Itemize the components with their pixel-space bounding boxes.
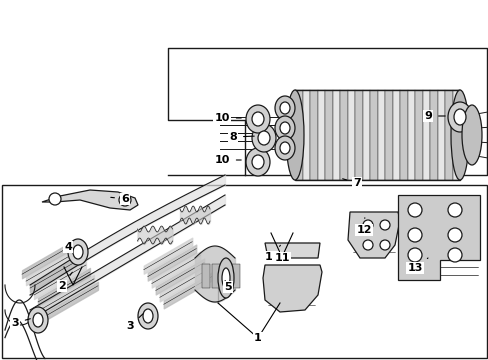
Bar — [414, 90, 422, 180]
Bar — [437, 90, 444, 180]
Circle shape — [49, 193, 61, 205]
Circle shape — [362, 240, 372, 250]
Polygon shape — [397, 195, 479, 280]
Text: 12: 12 — [356, 218, 371, 235]
Bar — [339, 90, 347, 180]
Ellipse shape — [251, 155, 264, 169]
Bar — [384, 90, 392, 180]
Text: 1: 1 — [254, 333, 262, 343]
Bar — [202, 264, 209, 288]
Bar — [354, 90, 362, 180]
Text: 1: 1 — [254, 333, 262, 343]
Ellipse shape — [251, 124, 275, 152]
Bar — [422, 90, 429, 180]
Bar — [377, 90, 384, 180]
Bar — [222, 264, 229, 288]
Circle shape — [379, 240, 389, 250]
Text: 2: 2 — [58, 272, 72, 291]
Circle shape — [407, 228, 421, 242]
Polygon shape — [263, 265, 321, 312]
Text: 5: 5 — [224, 280, 231, 292]
Ellipse shape — [245, 105, 269, 133]
Circle shape — [407, 203, 421, 217]
Ellipse shape — [280, 102, 289, 114]
Bar — [429, 90, 437, 180]
Text: 9: 9 — [423, 111, 444, 121]
Polygon shape — [347, 212, 399, 258]
Bar — [325, 90, 332, 180]
Bar — [317, 90, 325, 180]
Text: 3: 3 — [11, 318, 30, 328]
Text: 11: 11 — [264, 245, 280, 262]
Bar — [392, 90, 399, 180]
Circle shape — [407, 248, 421, 262]
Text: 8: 8 — [229, 132, 254, 142]
Ellipse shape — [73, 245, 83, 259]
Ellipse shape — [447, 102, 471, 132]
Bar — [399, 90, 407, 180]
Text: 11: 11 — [274, 253, 289, 263]
Circle shape — [447, 248, 461, 262]
Bar — [369, 90, 377, 180]
Text: 3: 3 — [126, 314, 142, 331]
Ellipse shape — [28, 307, 48, 333]
Ellipse shape — [280, 142, 289, 154]
Bar — [294, 90, 302, 180]
Text: 7: 7 — [342, 178, 360, 188]
Ellipse shape — [453, 109, 465, 125]
Circle shape — [379, 220, 389, 230]
Bar — [407, 90, 414, 180]
Bar — [347, 90, 354, 180]
Bar — [332, 90, 339, 180]
Ellipse shape — [138, 303, 158, 329]
Ellipse shape — [33, 313, 43, 327]
Bar — [212, 264, 220, 288]
Ellipse shape — [258, 131, 269, 145]
Text: 10: 10 — [214, 113, 241, 123]
Ellipse shape — [274, 96, 294, 120]
Bar — [231, 264, 240, 288]
Ellipse shape — [285, 90, 304, 180]
Text: 4: 4 — [64, 242, 73, 252]
Bar — [294, 90, 459, 180]
Ellipse shape — [218, 258, 234, 298]
Bar — [444, 90, 451, 180]
Circle shape — [447, 228, 461, 242]
Text: 6: 6 — [111, 194, 129, 204]
Polygon shape — [264, 243, 319, 258]
Ellipse shape — [274, 116, 294, 140]
Bar — [362, 90, 369, 180]
Circle shape — [447, 203, 461, 217]
Bar — [451, 90, 459, 180]
Ellipse shape — [450, 90, 468, 180]
Circle shape — [362, 220, 372, 230]
Ellipse shape — [461, 105, 481, 165]
Ellipse shape — [68, 239, 88, 265]
Ellipse shape — [274, 136, 294, 160]
Circle shape — [119, 194, 131, 206]
Ellipse shape — [142, 309, 153, 323]
Bar — [302, 90, 309, 180]
Text: 13: 13 — [407, 258, 427, 273]
Polygon shape — [42, 190, 138, 210]
Text: 2: 2 — [58, 281, 66, 291]
Ellipse shape — [222, 268, 229, 288]
Text: 10: 10 — [214, 155, 241, 165]
Bar — [2, 185, 486, 358]
Ellipse shape — [251, 112, 264, 126]
Bar — [309, 90, 317, 180]
Ellipse shape — [245, 148, 269, 176]
Ellipse shape — [280, 122, 289, 134]
